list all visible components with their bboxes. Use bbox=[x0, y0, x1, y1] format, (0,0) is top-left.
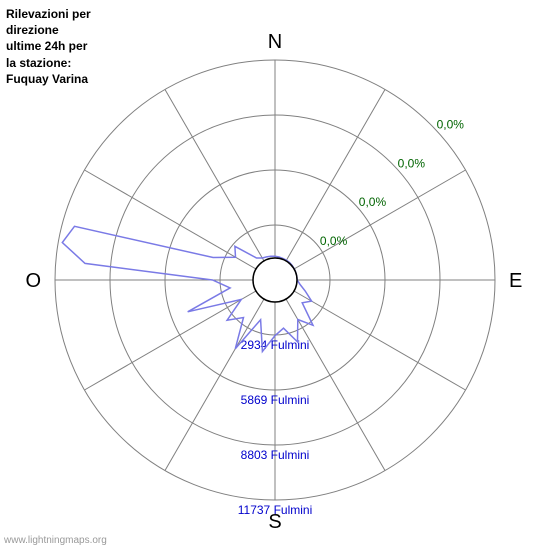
ring-label-count: 11737 Fulmini bbox=[238, 503, 312, 517]
chart-container: Rilevazioni per direzione ultime 24h per… bbox=[0, 0, 550, 550]
grid-spoke bbox=[165, 89, 275, 280]
ring-label-count: 2934 Fulmini bbox=[241, 338, 310, 352]
grid-spoke bbox=[275, 170, 466, 280]
polar-chart: NSEO0,0%2934 Fulmini0,0%5869 Fulmini0,0%… bbox=[0, 0, 550, 550]
ring-label-pct: 0,0% bbox=[398, 156, 426, 170]
grid-spoke bbox=[275, 89, 385, 280]
grid-spoke bbox=[84, 170, 275, 280]
grid-spoke bbox=[165, 280, 275, 471]
ring-label-count: 5869 Fulmini bbox=[241, 393, 310, 407]
ring-label-pct: 0,0% bbox=[320, 234, 348, 248]
grid-spoke bbox=[275, 280, 466, 390]
center-hub bbox=[253, 258, 297, 302]
ring-label-count: 8803 Fulmini bbox=[241, 448, 310, 462]
ring-label-pct: 0,0% bbox=[359, 195, 387, 209]
ring-label-pct: 0,0% bbox=[437, 117, 465, 131]
cardinal-w: O bbox=[25, 270, 41, 292]
grid-spoke bbox=[275, 280, 385, 471]
cardinal-n: N bbox=[268, 31, 282, 53]
credit-text: www.lightningmaps.org bbox=[4, 535, 107, 546]
cardinal-e: E bbox=[509, 270, 522, 292]
